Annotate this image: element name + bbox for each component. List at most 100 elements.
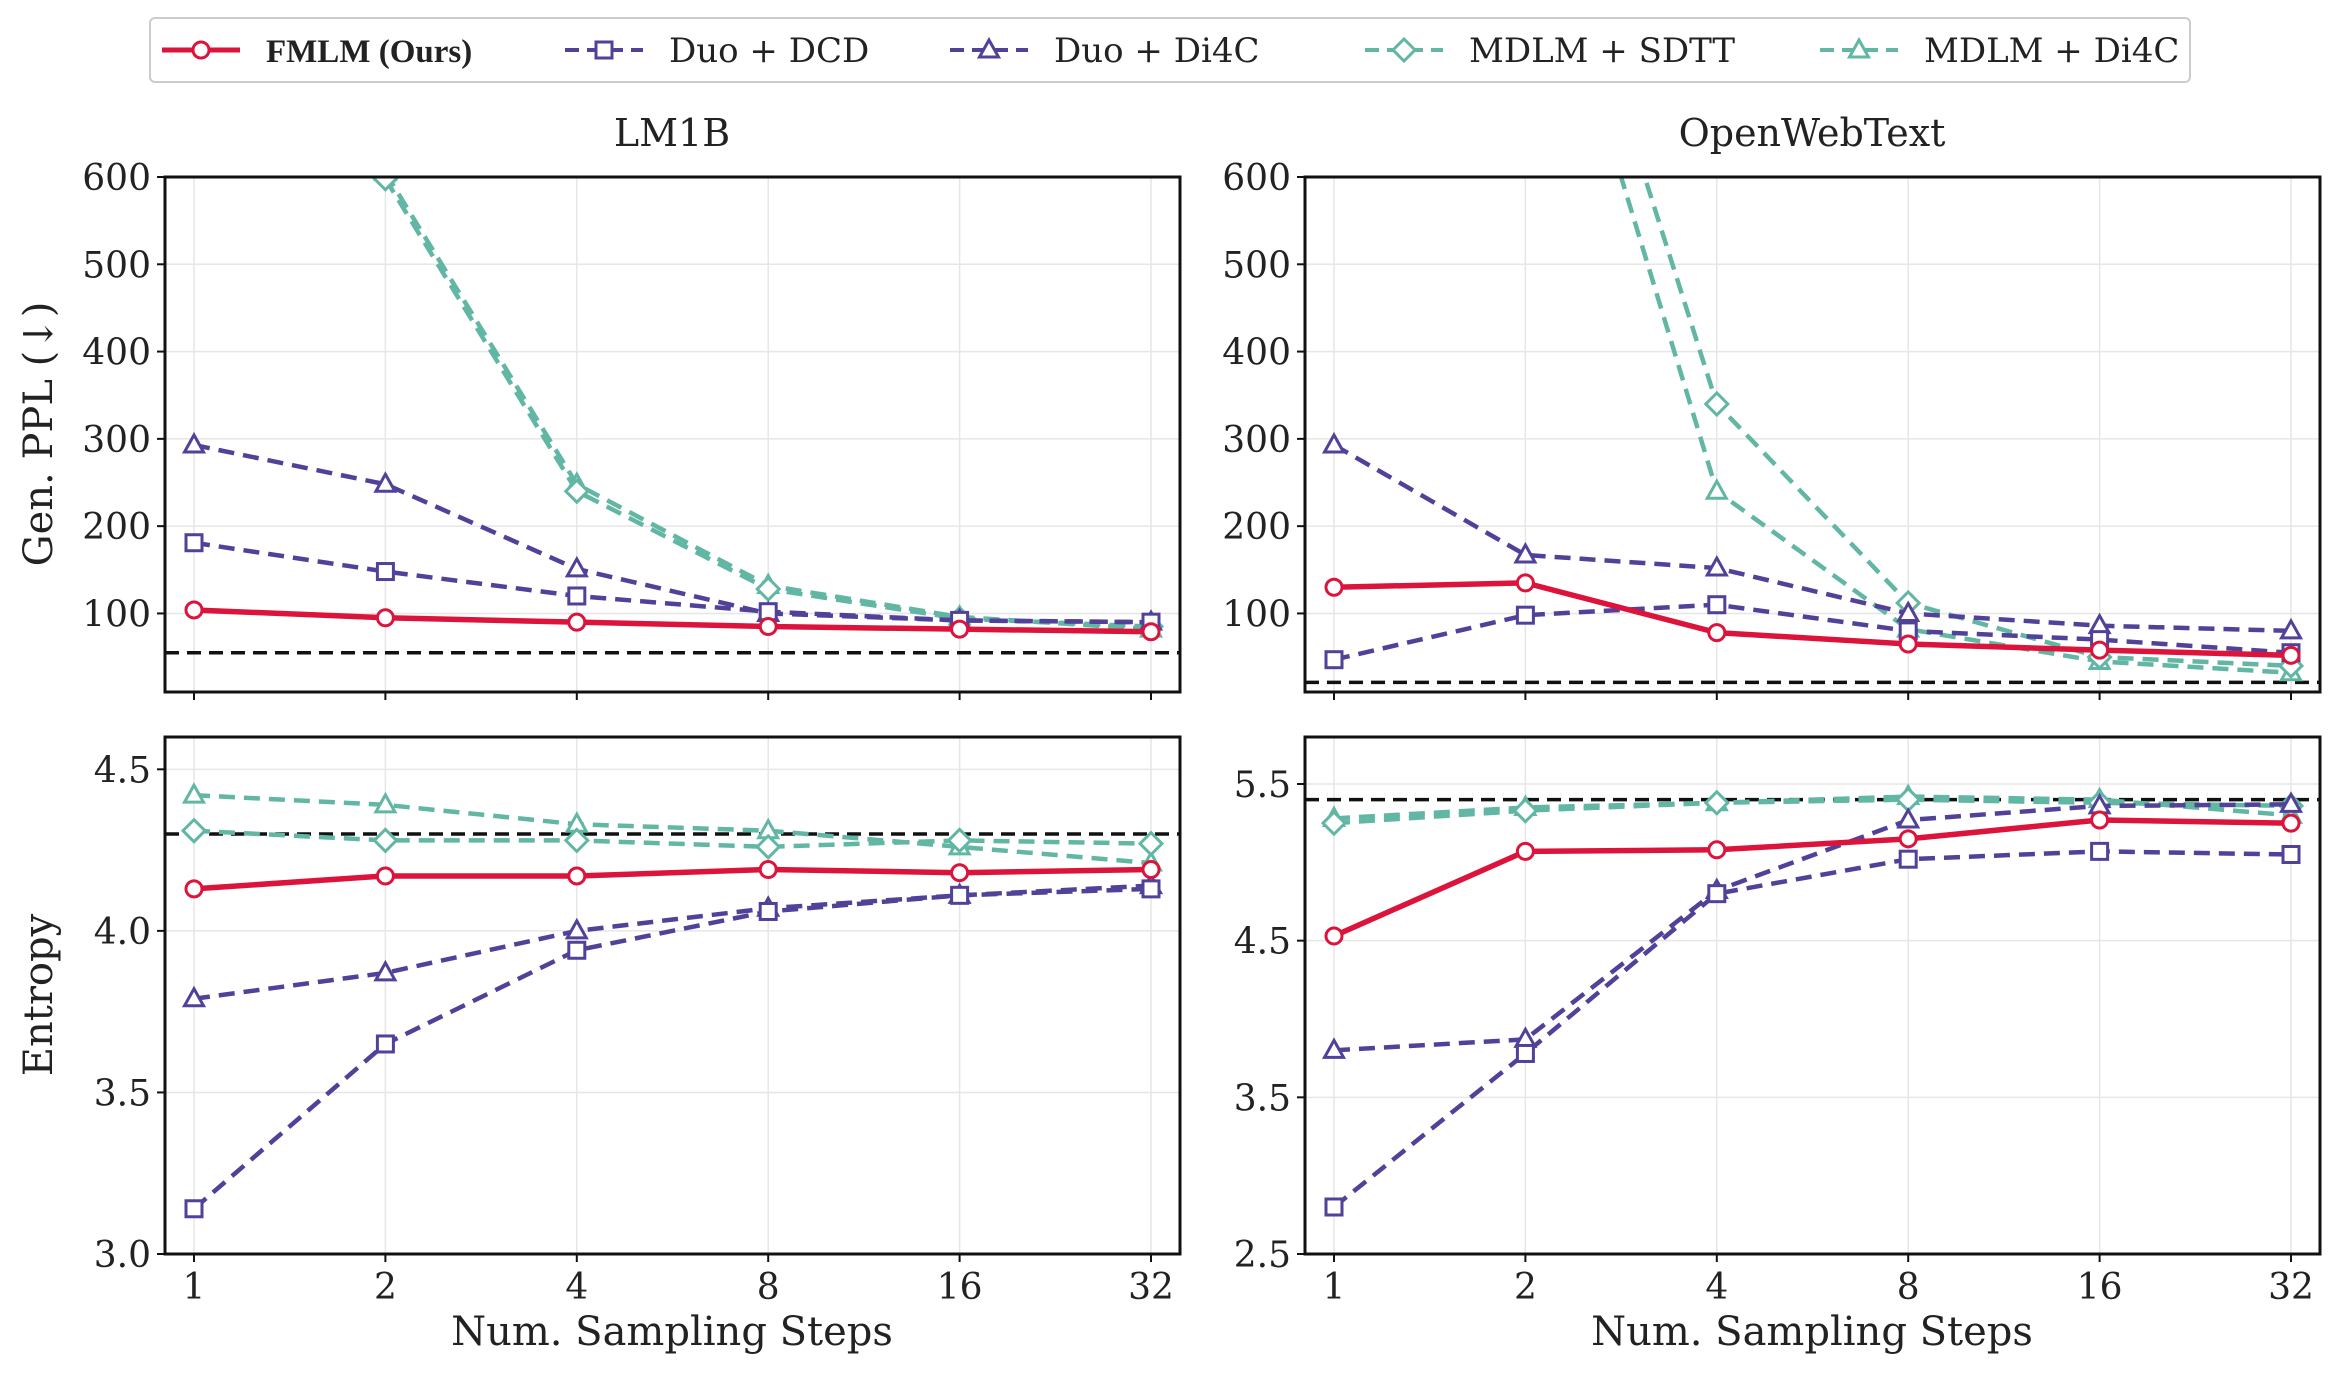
axes-frame-owt-ppl <box>1303 175 2322 694</box>
axes-frame-lm1b-ppl <box>163 175 1182 694</box>
data-point-duo_dcd <box>1515 605 1535 625</box>
y-tick-label: 3.5 <box>94 1073 151 1114</box>
data-point-fmlm <box>1324 926 1344 946</box>
data-point-fmlm <box>567 612 587 632</box>
legend-item-duo_di4c: Duo + Di4C <box>950 31 1260 71</box>
data-point-mdlm_sdtt <box>1137 830 1165 857</box>
y-axis-label-entropy: Entropy <box>16 913 62 1076</box>
legend-item-fmlm: FMLM (Ours) <box>162 34 472 70</box>
data-point-duo_di4c <box>564 917 589 940</box>
series-line-duo_dcd <box>192 886 1152 1211</box>
legend-marker-mdlm_di4c <box>1846 36 1872 59</box>
data-point-duo_di4c <box>1896 806 1921 829</box>
data-point-duo_dcd <box>2090 841 2110 861</box>
data-point-mdlm_sdtt <box>563 478 590 505</box>
data-point-fmlm <box>2090 810 2110 830</box>
legend-item-mdlm_sdtt: MDLM + SDTT <box>1365 31 1735 71</box>
data-point-fmlm <box>1515 573 1535 593</box>
panel-lm1b-entropy: 3.0 3.5 4.0 4.5 1 2 4 8 16 32 <box>94 735 1182 1308</box>
data-point-mdlm_sdtt <box>372 827 399 854</box>
y-tick-label: 600 <box>82 158 151 199</box>
data-point-duo_dcd <box>1898 849 1918 869</box>
data-point-duo_dcd <box>1324 650 1344 670</box>
y-tick-label: 300 <box>82 420 151 461</box>
series-line-mdlm_di4c <box>1618 177 2292 676</box>
panel-title-lm1b: LM1B <box>614 111 730 155</box>
y-tick-label: 500 <box>1222 245 1291 286</box>
data-point-mdlm_sdtt <box>946 827 973 854</box>
y-tick-label: 100 <box>1222 594 1291 635</box>
series-group-owt-entropy <box>1320 783 2305 1217</box>
data-point-fmlm <box>2281 813 2301 833</box>
series-line-fmlm <box>193 607 1152 635</box>
data-point-mdlm_di4c <box>181 782 207 804</box>
data-point-duo_dcd <box>567 940 587 960</box>
series-line-mdlm_di4c <box>193 792 1152 866</box>
series-line-fmlm <box>1332 817 2292 939</box>
series-line-duo_di4c <box>1332 443 2292 634</box>
data-point-mdlm_di4c <box>373 791 398 814</box>
y-tick-label: 4.5 <box>94 750 151 791</box>
legend-label-mdlm_sdtt: MDLM + SDTT <box>1469 31 1735 71</box>
data-point-duo_dcd <box>2281 845 2301 864</box>
y-tick-label: 3.5 <box>1234 1078 1291 1119</box>
data-point-fmlm <box>1324 577 1344 597</box>
data-point-duo_di4c <box>1513 541 1538 564</box>
x-tick-label: 2 <box>1514 1267 1537 1308</box>
data-point-mdlm_sdtt <box>755 575 782 603</box>
data-point-fmlm <box>184 879 204 899</box>
data-point-duo_dcd <box>950 885 970 905</box>
y-tick-label: 5.5 <box>1234 765 1291 806</box>
y-tick-label: 400 <box>82 333 151 374</box>
data-point-duo_dcd <box>567 586 587 606</box>
y-tick-label: 4.5 <box>1234 922 1291 963</box>
data-point-duo_di4c <box>181 431 207 454</box>
data-point-fmlm <box>1141 622 1161 642</box>
data-point-fmlm <box>375 866 395 886</box>
panel-title-openwebtext: OpenWebText <box>1679 111 1946 155</box>
data-point-fmlm <box>758 859 778 879</box>
series-line-duo_dcd <box>1333 602 2292 662</box>
x-tick-label: 16 <box>937 1267 983 1308</box>
series-line-mdlm_sdtt <box>1333 797 2292 826</box>
data-point-duo_dcd <box>1515 1043 1535 1063</box>
data-point-fmlm <box>184 600 204 620</box>
data-point-duo_di4c <box>181 985 207 1008</box>
data-point-duo_dcd <box>1324 1197 1344 1217</box>
data-point-duo_dcd <box>184 533 204 553</box>
series-line-duo_dcd <box>193 540 1152 625</box>
legend-label-duo_di4c: Duo + Di4C <box>1054 31 1260 71</box>
y-tick-label: 600 <box>1222 158 1291 199</box>
x-tick-label: 2 <box>374 1267 397 1308</box>
data-point-fmlm <box>758 617 778 637</box>
legend-marker-duo_dcd <box>594 40 614 60</box>
data-point-fmlm <box>1707 623 1727 643</box>
data-point-fmlm <box>950 863 970 883</box>
legend-marker-duo_di4c <box>976 36 1002 59</box>
x-tick-label: 16 <box>2077 1267 2123 1308</box>
legend: FMLM (Ours) Duo + DCD Duo + Di4C MDLM + SDT… <box>149 17 2191 83</box>
x-tick-label: 32 <box>1128 1267 1174 1308</box>
data-point-fmlm <box>2090 640 2110 660</box>
data-point-mdlm_sdtt <box>755 833 782 860</box>
data-point-fmlm <box>375 608 395 628</box>
x-tick-label: 32 <box>2268 1267 2314 1308</box>
y-tick-label: 3.0 <box>94 1235 151 1276</box>
axes-frame-lm1b-entropy <box>163 735 1182 1256</box>
legend-frame <box>149 17 2191 83</box>
data-point-fmlm <box>2281 645 2301 665</box>
data-point-mdlm_sdtt <box>1703 390 1730 418</box>
series-line-duo_di4c <box>193 883 1152 1001</box>
data-point-duo_di4c <box>2278 791 2304 813</box>
y-tick-label: 2.5 <box>1234 1235 1291 1276</box>
panel-owt-ppl: 100 200 300 400 500 600 <box>1222 158 2322 700</box>
series-group-owt-ppl <box>1321 177 2305 682</box>
data-point-mdlm_sdtt <box>1512 797 1539 824</box>
x-tick-label: 8 <box>757 1267 780 1308</box>
y-tick-label: 200 <box>82 507 151 548</box>
data-point-duo_di4c <box>1896 600 1921 622</box>
grid-owt-entropy <box>1305 737 2320 1255</box>
data-point-fmlm <box>1515 841 1535 861</box>
y-tick-label: 100 <box>82 594 151 635</box>
y-axis-label-ppl: Gen. PPL (↓) <box>16 302 62 567</box>
